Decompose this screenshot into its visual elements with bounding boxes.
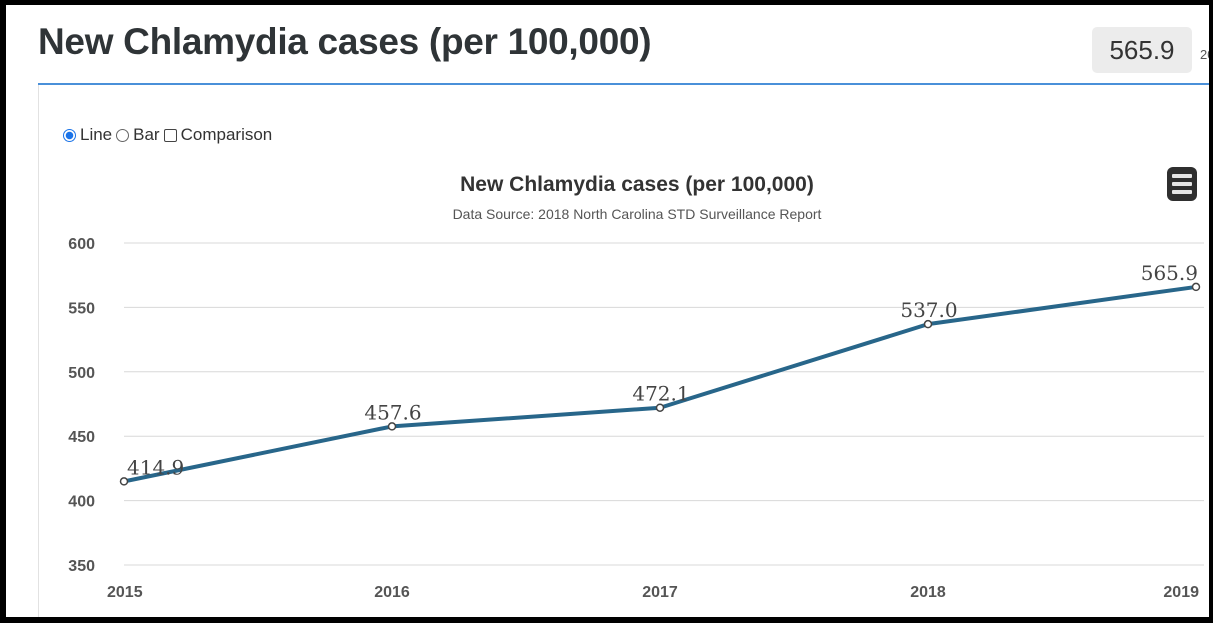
comparison-checkbox[interactable] <box>163 128 177 142</box>
chart-menu-button[interactable] <box>1167 167 1197 201</box>
bar-option-label[interactable]: Bar <box>133 125 160 144</box>
x-tick-label: 2019 <box>1163 584 1199 601</box>
hamburger-menu-icon-bar <box>1172 190 1192 194</box>
y-tick-label: 500 <box>68 365 95 382</box>
x-tick-label: 2016 <box>374 584 410 601</box>
data-point <box>1191 282 1201 292</box>
x-tick-label: 2018 <box>910 584 946 601</box>
bar-radio[interactable] <box>116 128 130 142</box>
y-tick-label: 450 <box>68 429 95 446</box>
comparison-option-label[interactable]: Comparison <box>180 125 273 144</box>
data-label: 472.1 <box>632 382 689 406</box>
data-point <box>923 319 933 329</box>
x-tick-label: 2015 <box>107 584 143 601</box>
hamburger-menu-icon-bar <box>1172 182 1192 186</box>
y-tick-label: 550 <box>68 300 95 317</box>
y-tick-label: 400 <box>68 494 95 511</box>
data-label: 565.9 <box>1141 261 1198 285</box>
data-point <box>119 477 129 486</box>
line-radio[interactable] <box>63 128 76 142</box>
data-label: 457.6 <box>364 400 421 424</box>
data-labels: 414.9 457.6 472.1 537.0 565.9 <box>127 261 1198 479</box>
chart-title: New Chlamydia cases (per 100,000) <box>460 173 814 196</box>
chart-panel: New Chlamydia cases (per 100,000) 565.9 … <box>6 5 1209 617</box>
data-point <box>655 403 665 412</box>
grid-lines <box>124 242 1204 566</box>
data-label: 537.0 <box>900 298 957 322</box>
chart-subtitle: Data Source: 2018 North Carolina STD Sur… <box>453 206 822 222</box>
title-divider <box>38 83 1209 85</box>
chart-type-selector: Line Bar Comparison <box>63 125 276 145</box>
data-label: 414.9 <box>127 455 184 479</box>
panel-border <box>38 85 39 617</box>
line-chart: New Chlamydia cases (per 100,000) Data S… <box>68 173 1204 601</box>
line-option-label[interactable]: Line <box>80 125 113 144</box>
series-layer <box>119 282 1201 486</box>
current-value-badge: 565.9 <box>1092 27 1192 73</box>
x-tick-label: 2017 <box>642 584 678 601</box>
hamburger-menu-icon <box>1172 174 1192 178</box>
y-tick-label: 350 <box>68 558 95 575</box>
x-axis: 2015 2016 2017 2018 2019 <box>107 584 1199 601</box>
y-axis: 350 400 450 500 550 600 <box>68 236 95 575</box>
data-point <box>387 422 397 431</box>
page-title: New Chlamydia cases (per 100,000) <box>38 21 652 62</box>
current-year-label: 20 <box>1200 47 1209 62</box>
y-tick-label: 600 <box>68 236 95 253</box>
